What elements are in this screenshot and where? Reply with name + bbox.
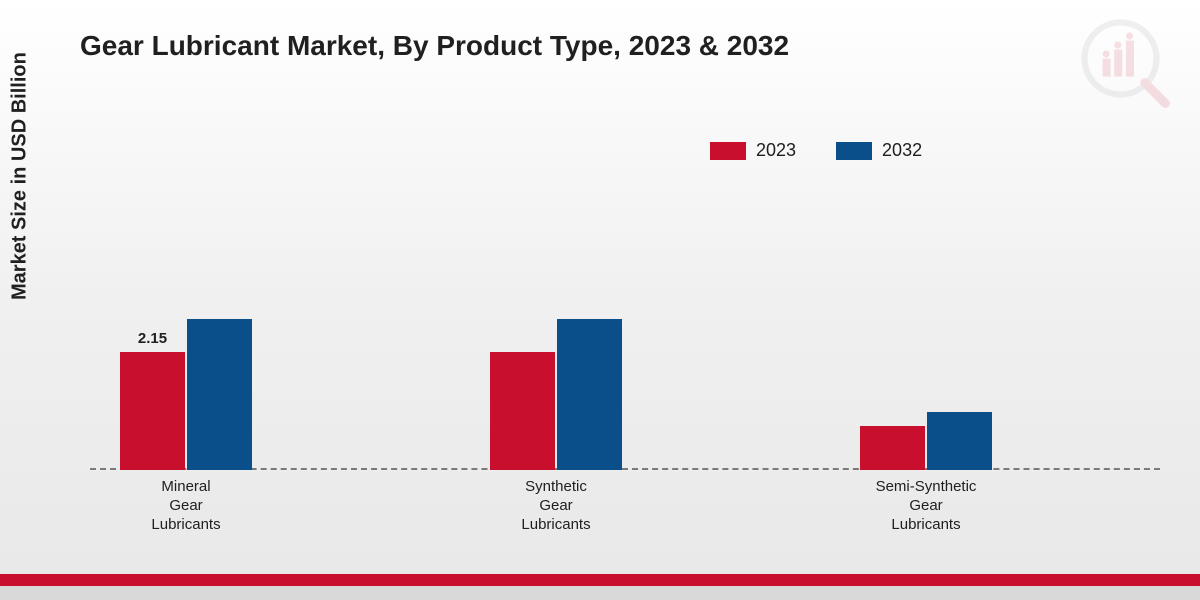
- category-label: Semi-Synthetic Gear Lubricants: [876, 478, 977, 534]
- category-label: Synthetic Gear Lubricants: [521, 478, 590, 534]
- legend: 2023 2032: [710, 140, 922, 161]
- chart-title: Gear Lubricant Market, By Product Type, …: [80, 30, 789, 62]
- bar-y2032: [557, 319, 622, 470]
- plot-area: 2023 2032 2.15Mineral Gear Lubricants Synt…: [90, 110, 1160, 470]
- legend-item-y2023: 2023: [710, 140, 796, 161]
- legend-label: 2032: [882, 140, 922, 161]
- bar-group: 2.15Mineral Gear Lubricants: [120, 319, 252, 470]
- footer-base-bar: [0, 586, 1200, 600]
- legend-label: 2023: [756, 140, 796, 161]
- category-label: Mineral Gear Lubricants: [151, 478, 220, 534]
- y-axis-label: Market Size in USD Billion: [9, 52, 32, 300]
- legend-swatch: [836, 142, 872, 160]
- bar-y2023: [490, 352, 555, 470]
- bar-y2023: 2.15: [120, 352, 185, 470]
- bar-group: Synthetic Gear Lubricants: [490, 319, 622, 470]
- bar-value-label: 2.15: [138, 330, 167, 347]
- legend-swatch: [710, 142, 746, 160]
- brand-logo-watermark: [1080, 18, 1170, 108]
- bar-y2032: [187, 319, 252, 470]
- footer-accent-bar: [0, 574, 1200, 586]
- chart-canvas: Gear Lubricant Market, By Product Type, …: [0, 0, 1200, 600]
- bar-y2023: [860, 426, 925, 470]
- legend-item-y2032: 2032: [836, 140, 922, 161]
- bar-group: Semi-Synthetic Gear Lubricants: [860, 412, 992, 470]
- bar-y2032: [927, 412, 992, 470]
